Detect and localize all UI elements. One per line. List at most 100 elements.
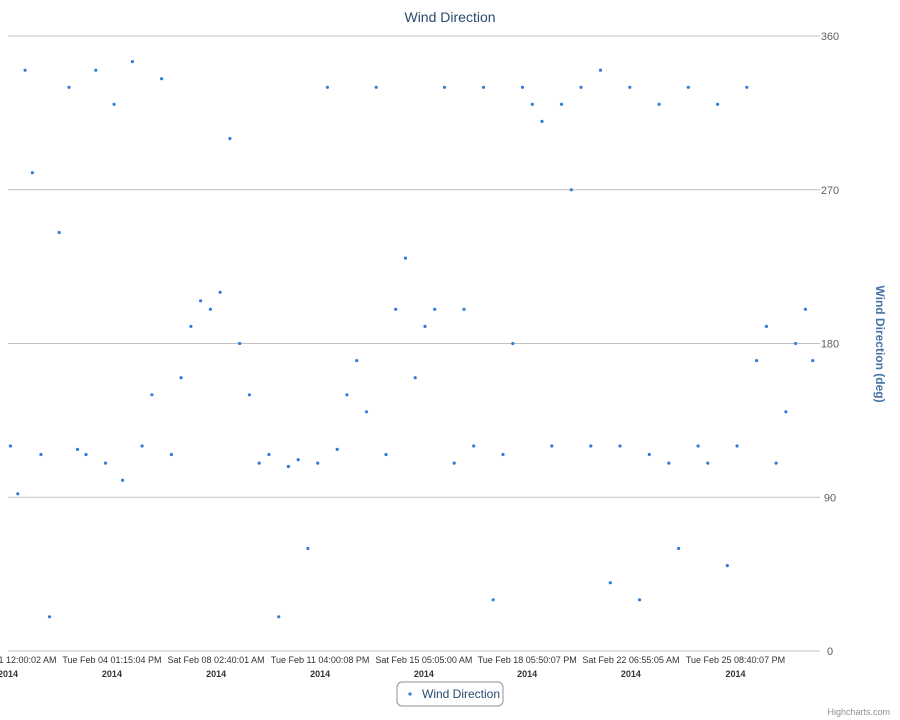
data-point [296,458,300,462]
data-point [481,85,486,89]
data-point [345,393,349,397]
data-point [169,452,173,457]
legend-box[interactable] [396,681,504,707]
x-tick-label: Tue Feb 25 08:40:07 PM [686,655,785,665]
data-point [75,447,80,451]
data-point [589,444,593,448]
data-point [579,85,583,89]
legend[interactable]: Wind Direction [396,681,504,707]
data-point [316,461,320,465]
data-point [511,341,515,346]
data-point [94,68,98,72]
x-tick-label: Sat Feb 15 05:05:00 AM [375,655,472,665]
y-tick-label: 180 [821,339,839,351]
x-tick-label: Sat Feb 08 02:40:01 AM [168,655,265,665]
data-point [16,492,20,496]
data-point [764,324,769,328]
data-point [530,102,534,106]
x-tick-year-label: 2014 [621,669,641,679]
data-point [277,615,281,619]
data-point [179,376,183,380]
data-point [228,136,232,141]
data-point [755,359,759,363]
data-point [706,461,710,465]
data-point [811,359,815,363]
data-point [67,85,71,89]
x-tick-label: Sat Feb 01 12:00:02 AM [0,655,57,665]
data-point [794,341,798,346]
data-point [112,102,116,106]
data-point [696,444,700,448]
x-tick-year-label: 2014 [414,669,434,679]
x-tick-year-label: 2014 [517,669,537,679]
legend-item-wind-direction[interactable]: Wind Direction [422,687,500,701]
y-tick-label: 360 [821,31,839,43]
y-axis-title: Wind Direction (deg) [873,285,887,402]
chart-title: Wind Direction [404,9,495,25]
legend-marker-icon [408,692,412,696]
x-tick-year-label: 2014 [0,669,18,679]
x-tick-year-label: 2014 [310,669,330,679]
data-point [413,376,417,380]
data-point [784,410,788,414]
data-point [394,307,398,311]
y-tick-label: 270 [821,185,839,197]
data-point [8,444,12,448]
x-axis-tick-labels: Sat Feb 01 12:00:02 AM 2014 Tue Feb 04 01:… [0,655,785,679]
data-point [735,444,739,448]
data-point [130,60,134,64]
series-wind-direction-points [8,60,815,619]
data-point [121,478,125,482]
data-point [374,85,378,89]
data-point [384,452,388,457]
data-point [23,68,27,72]
data-point [286,464,290,469]
data-point [57,230,61,235]
data-point [550,444,554,448]
y-axis-tick-labels: 0 90 180 270 360 [821,31,839,658]
data-point [647,452,651,457]
x-tick-year-label: 2014 [102,669,122,679]
data-point [667,461,671,465]
x-tick-label: Tue Feb 04 01:15:04 PM [62,655,161,665]
data-point [725,564,729,568]
data-point [267,452,271,457]
x-tick-year-label: 2014 [725,669,745,679]
data-point [745,85,749,89]
data-point [403,256,408,260]
data-point [30,171,34,175]
data-point [433,307,437,311]
data-point [208,307,212,311]
data-point [442,85,447,89]
data-point [247,393,251,397]
data-point [257,461,261,465]
data-point [84,452,88,457]
data-point [199,299,203,303]
data-point [189,324,193,328]
data-point [559,102,564,106]
y-tick-label: 90 [824,492,836,504]
data-point [491,598,495,602]
data-point [803,307,808,311]
data-point [218,290,222,294]
data-point [774,461,778,465]
data-point [39,452,43,457]
credits-link[interactable]: Highcharts.com [827,707,890,717]
data-point [325,85,329,89]
data-point [103,461,108,465]
x-tick-year-label: 2014 [206,669,226,679]
x-tick-label: Tue Feb 11 04:00:08 PM [271,655,370,665]
data-point [238,341,242,346]
data-point [462,307,466,311]
x-tick-label: Tue Feb 18 05:50:07 PM [478,655,577,665]
data-point [657,102,661,106]
data-point [423,324,427,328]
data-point [716,102,720,106]
data-point [686,85,690,89]
data-point [335,447,339,451]
data-point [598,68,603,72]
y-tick-label: 0 [827,646,833,658]
data-point [452,461,456,465]
data-point [628,85,632,89]
data-point [364,410,369,414]
